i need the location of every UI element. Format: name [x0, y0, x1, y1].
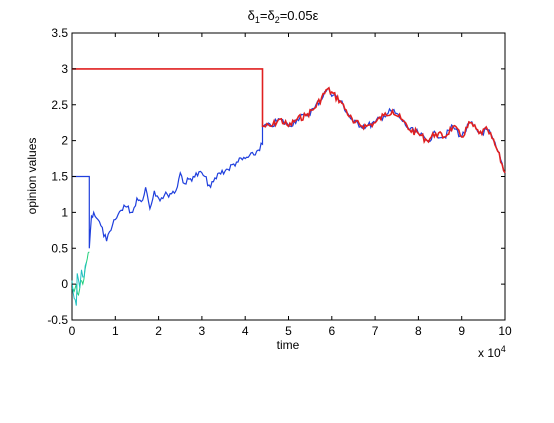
- title-delta-1: δ: [248, 8, 255, 23]
- x-axis-ticks: 0 1 2 3 4 5 6 7 8 9 10: [69, 33, 512, 338]
- y-tick-label: -0.5: [47, 313, 68, 327]
- series-line-red: [72, 68, 506, 174]
- x-tick-label: 2: [155, 324, 162, 338]
- title-rest: =0.05ε: [280, 8, 319, 23]
- y-tick-label: 0: [61, 277, 68, 291]
- y-tick-label: 3: [61, 62, 68, 76]
- series-line-cyan: [71, 262, 87, 306]
- title-sub-2: 2: [275, 15, 280, 25]
- x-tick-label: 7: [372, 324, 379, 338]
- x-tick-label: 0: [69, 324, 76, 338]
- x-tick-label: 10: [498, 324, 512, 338]
- x-tick-label: 6: [328, 324, 335, 338]
- y-tick-label: 2: [61, 134, 68, 148]
- y-axis-label: opinion values: [25, 138, 39, 215]
- series-line-blue: [72, 86, 506, 249]
- title-equals: =: [260, 8, 268, 23]
- title-delta-2: δ: [267, 8, 274, 23]
- x-tick-label: 1: [112, 324, 119, 338]
- x-tick-label: 5: [285, 324, 292, 338]
- title-sub-1: 1: [255, 15, 260, 25]
- y-tick-label: 1.5: [51, 170, 68, 184]
- x-tick-label: 8: [415, 324, 422, 338]
- y-axis-ticks: -0.5 0 0.5 1 1.5 2 2.5 3 3.5: [47, 26, 505, 327]
- y-tick-label: 1: [61, 205, 68, 219]
- x-tick-label: 4: [242, 324, 249, 338]
- y-tick-label: 3.5: [51, 26, 68, 40]
- x-axis-label: time: [277, 338, 300, 352]
- y-tick-label: 0.5: [51, 241, 68, 255]
- x-exponent-label: x 104: [478, 344, 506, 360]
- chart-title: δ1=δ2=0.05ε: [248, 8, 319, 25]
- x-tick-label: 9: [458, 324, 465, 338]
- plot-area: [71, 32, 506, 321]
- x-exponent-base: x 10: [478, 346, 501, 360]
- y-tick-label: 2.5: [51, 98, 68, 112]
- x-tick-label: 3: [199, 324, 206, 338]
- series-line-green: [71, 251, 90, 297]
- series-layer: [71, 68, 506, 306]
- x-exponent-power: 4: [501, 344, 506, 354]
